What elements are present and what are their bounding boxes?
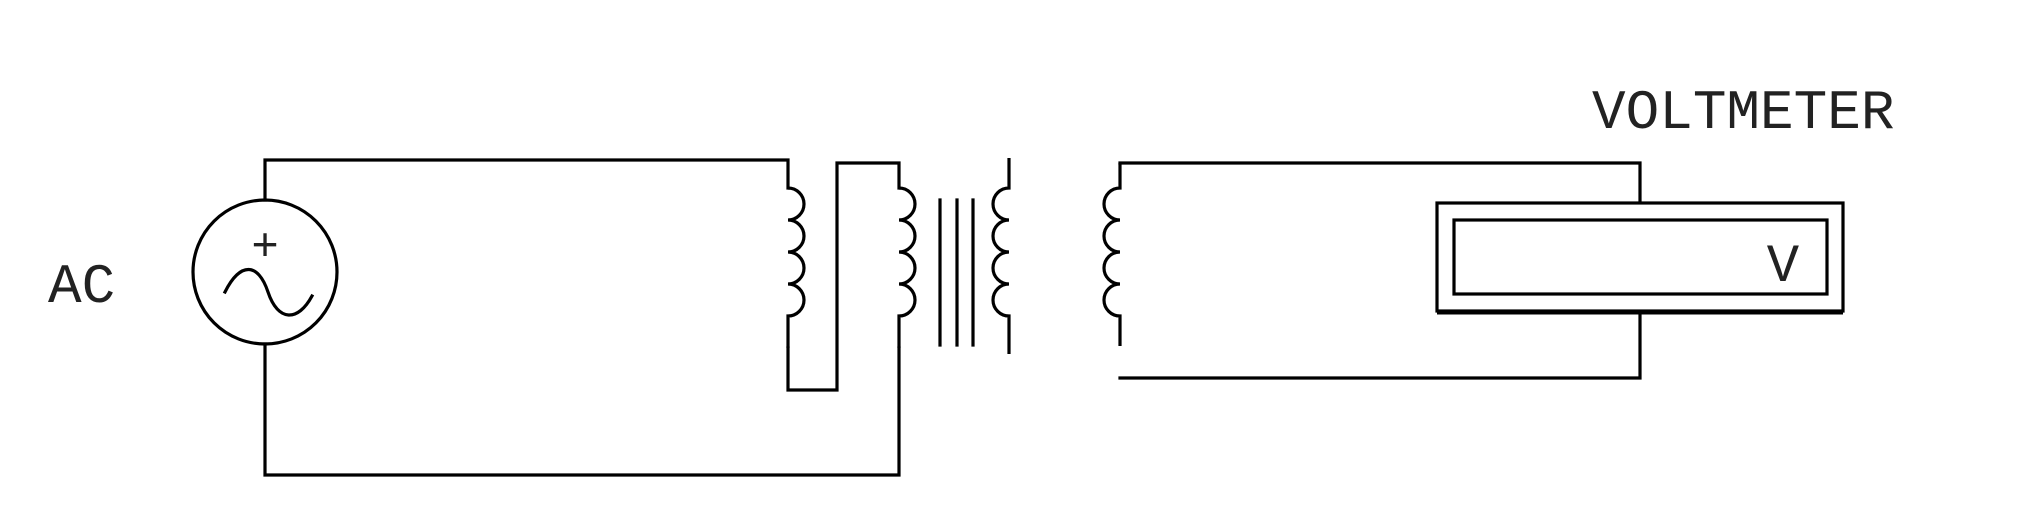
sine-wave-icon xyxy=(222,267,315,317)
primary-coil-a xyxy=(786,186,806,348)
voltmeter-symbol: V xyxy=(1767,237,1800,298)
meter-top-wire xyxy=(1118,161,1642,205)
primary-bottom-wire xyxy=(263,342,901,477)
primary-coil-link-wire xyxy=(786,161,901,392)
meter-bottom-wire xyxy=(1118,309,1642,380)
voltmeter-label: VOLTMETER xyxy=(1592,81,1894,145)
ac-source: + xyxy=(191,198,339,346)
voltmeter: V xyxy=(1435,201,1845,315)
voltmeter-display xyxy=(1452,218,1829,296)
secondary-coil xyxy=(991,158,1011,354)
voltmeter-circuit-wires xyxy=(1118,161,1642,380)
ac-source-polarity: + xyxy=(251,222,279,274)
primary-top-wire xyxy=(263,158,790,202)
ac-source-label: AC xyxy=(48,255,115,319)
transformer xyxy=(786,158,1011,354)
primary-coil-b xyxy=(897,186,917,348)
primary-circuit-wires xyxy=(263,158,901,477)
pickup-coil xyxy=(1102,163,1122,346)
